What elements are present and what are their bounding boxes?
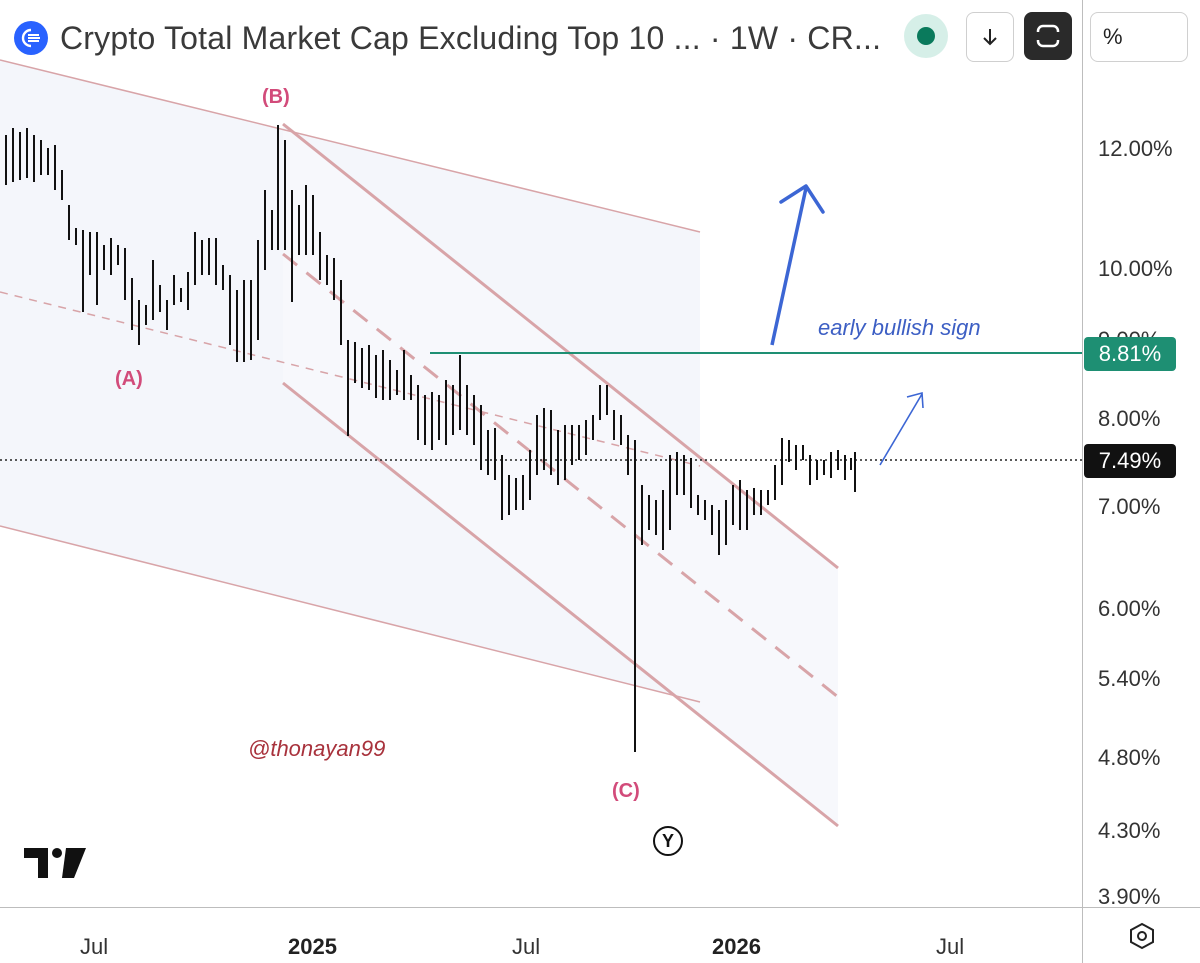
chart-header: Crypto Total Market Cap Excluding Top 10…	[14, 14, 881, 62]
time-label-year: 2026	[712, 934, 761, 959]
market-status-button[interactable]	[904, 14, 948, 58]
time-label: Jul	[512, 934, 541, 959]
time-label-year: 2025	[288, 934, 337, 959]
price-bars[interactable]	[5, 125, 856, 752]
outer-channel-median-line[interactable]	[0, 291, 701, 467]
wave-label-c[interactable]: (C)	[612, 780, 640, 802]
fullscreen-icon	[1036, 24, 1060, 48]
download-button[interactable]	[966, 12, 1014, 62]
time-label: Jul	[80, 934, 109, 959]
price-label: 4.80%	[1098, 745, 1161, 770]
price-label: 5.40%	[1098, 666, 1161, 691]
tradingview-logo-icon[interactable]	[24, 846, 88, 880]
author-watermark[interactable]: @thonayan99	[248, 736, 386, 761]
settings-hexagon-icon	[1130, 922, 1154, 949]
wave-label-a[interactable]: (A)	[115, 368, 143, 390]
price-label: 7.00%	[1098, 494, 1161, 519]
price-label: 6.00%	[1098, 596, 1161, 621]
scale-mode-button[interactable]: %	[1090, 12, 1188, 62]
symbol-title[interactable]: Crypto Total Market Cap Excluding Top 10…	[60, 19, 882, 56]
time-axis[interactable]: Jul 2025 Jul 2026 Jul	[0, 907, 1082, 963]
time-label: Jul	[936, 934, 965, 959]
price-label: 8.00%	[1098, 406, 1161, 431]
wave-label-b[interactable]: (B)	[262, 86, 290, 108]
outer-channel-bottom-line[interactable]	[0, 525, 701, 703]
fullscreen-button[interactable]	[1024, 12, 1072, 60]
price-label: 3.90%	[1098, 884, 1161, 909]
resistance-level-badge[interactable]: 8.81%	[1084, 337, 1176, 371]
big-bullish-arrow[interactable]	[770, 184, 825, 346]
chart-settings-button[interactable]	[1082, 907, 1200, 963]
price-label: 10.00%	[1098, 256, 1173, 281]
chart-canvas[interactable]	[0, 0, 1082, 907]
current-price-badge[interactable]: 7.49%	[1084, 444, 1176, 478]
wave-label-y[interactable]: Y	[653, 826, 683, 856]
inner-channel-fill	[283, 124, 838, 826]
inner-channel-bottom-line[interactable]	[282, 381, 839, 828]
early-bullish-sign-note[interactable]: early bullish sign	[818, 315, 981, 340]
outer-channel-top-line[interactable]	[0, 59, 701, 233]
symbol-logo-icon	[14, 21, 48, 55]
market-open-dot-icon	[917, 27, 935, 45]
small-bullish-arrow[interactable]	[879, 391, 924, 466]
inner-channel-top-line[interactable]	[282, 122, 839, 570]
arrow-down-icon	[983, 29, 997, 46]
price-label: 4.30%	[1098, 818, 1161, 843]
chart-area[interactable]: Crypto Total Market Cap Excluding Top 10…	[0, 0, 1082, 907]
price-label: 12.00%	[1098, 136, 1173, 161]
